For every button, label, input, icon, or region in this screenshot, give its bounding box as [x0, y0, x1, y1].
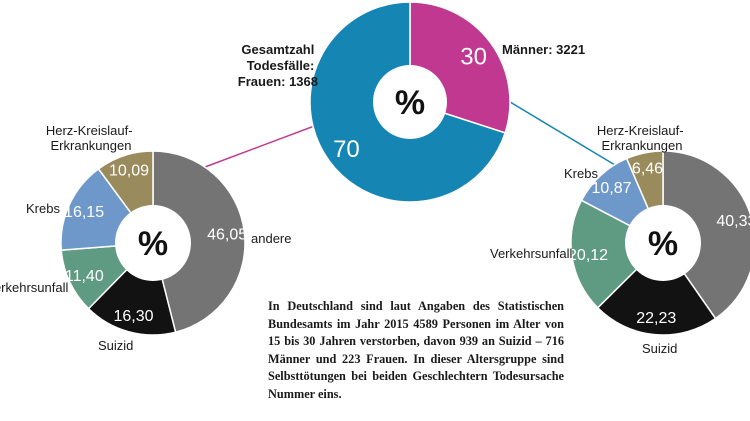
männer-slice-suizid — [596, 241, 717, 336]
herz-label-frauen: Herz-Kreislauf- Erkrankungen — [46, 123, 136, 153]
percent-symbol: % — [395, 84, 425, 122]
frauen-value-herz-kreislauf-erkrankungen: 10,09 — [109, 163, 149, 180]
frauen-value-andere: 46,05 — [207, 227, 247, 244]
suizid-label-maenner: Suizid — [642, 341, 677, 356]
männer-value-herz-kreislauf-erkrankungen: 6,46 — [632, 160, 663, 177]
frauen-value-verkehrsunfall: 11,40 — [65, 268, 104, 285]
andere-label-frauen: andere — [251, 231, 291, 246]
donut-total: 30 70% — [309, 1, 511, 203]
donut-frauen: 46,05 16,30 11,40 16,15 10,09% — [60, 150, 247, 336]
total-value-männer: 70 — [333, 136, 360, 163]
verkehr-label-maenner: Verkehrsunfall — [490, 246, 572, 261]
männer-value-suizid: 22,23 — [636, 310, 676, 327]
percent-symbol: % — [138, 225, 168, 263]
connector-line-maenner — [494, 92, 621, 169]
männer-slice-verkehrsunfall — [570, 199, 665, 309]
percent-symbol: % — [648, 225, 678, 263]
männer-value-andere: 40,33 — [716, 213, 750, 230]
frauen-slice-andere — [152, 150, 246, 334]
maenner-total-label: Männer: 3221 — [502, 42, 585, 57]
männer-value-krebs: 10,87 — [591, 180, 631, 197]
donut-hole — [625, 205, 701, 281]
total-label: Gesamtzahl Todesfälle: Frauen: 1368 — [238, 42, 318, 89]
donut-hole — [373, 65, 447, 139]
verkehr-label-frauen: Verkehrsunfall — [0, 280, 68, 295]
explanatory-note: In Deutschland sind laut Angaben des Sta… — [268, 299, 564, 401]
connector-line-frauen — [204, 121, 326, 168]
krebs-label-maenner: Krebs — [564, 166, 598, 181]
männer-slice-andere — [662, 150, 750, 320]
herz-label-maenner: Herz-Kreislauf- Erkrankungen — [597, 123, 687, 153]
donut-hole — [115, 205, 191, 281]
suizid-label-frauen: Suizid — [98, 338, 133, 353]
männer-value-verkehrsunfall: 20,12 — [568, 247, 608, 264]
donut-maenner: 40,33 22,23 20,12 10,876,46% — [568, 150, 750, 336]
frauen-value-krebs: 16,15 — [64, 204, 104, 221]
total-value-frauen: 30 — [460, 43, 487, 70]
frauen-value-suizid: 16,30 — [113, 308, 153, 325]
krebs-label-frauen: Krebs — [26, 201, 60, 216]
